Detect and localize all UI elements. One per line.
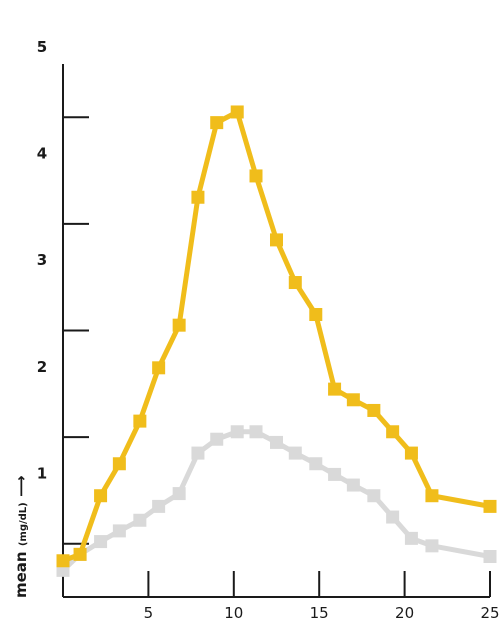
- data-point: [425, 539, 439, 553]
- y-axis-label-unit: (mg/dL): [18, 502, 29, 546]
- data-point: [346, 478, 360, 492]
- data-point: [249, 425, 263, 439]
- y-tick-label: 5: [37, 38, 47, 56]
- y-tick-label: 4: [37, 145, 47, 163]
- ticks: 5 10 15 20 25 1 2 3 4 5: [37, 38, 500, 621]
- x-tick-label: 10: [224, 604, 243, 621]
- data-point: [112, 524, 126, 538]
- data-point: [94, 489, 108, 503]
- data-point: [483, 499, 497, 513]
- data-point: [367, 489, 381, 503]
- data-point: [133, 513, 147, 527]
- x-tick-label: 5: [144, 604, 154, 621]
- data-point: [270, 435, 283, 449]
- data-point: [404, 446, 418, 460]
- y-tick-label: 3: [37, 251, 47, 269]
- series-layer: [56, 105, 497, 577]
- data-point: [152, 361, 166, 375]
- y-axis-label: mean (mg/dL) ⟶: [12, 476, 30, 599]
- y-tick-label: 2: [37, 358, 47, 376]
- x-tick-label: 15: [310, 604, 329, 621]
- y-axis-label-text: mean: [12, 551, 30, 598]
- data-point: [309, 308, 323, 322]
- data-point: [56, 554, 70, 568]
- data-point: [249, 169, 263, 183]
- data-point: [172, 487, 186, 501]
- data-point: [152, 499, 166, 513]
- data-point: [288, 276, 302, 290]
- data-point: [133, 414, 147, 428]
- data-point: [328, 467, 342, 481]
- data-point: [367, 403, 381, 417]
- x-tick-label: 25: [480, 604, 499, 621]
- data-point: [346, 393, 360, 407]
- data-point: [309, 457, 323, 471]
- series-0: [56, 105, 497, 568]
- y-axis-label-arrow: ⟶: [12, 476, 30, 498]
- data-point: [112, 457, 126, 471]
- data-point: [425, 489, 439, 503]
- data-point: [483, 549, 497, 563]
- x-tick-label: 20: [395, 604, 414, 621]
- data-point: [230, 425, 244, 439]
- data-point: [230, 105, 244, 119]
- data-point: [210, 116, 224, 130]
- data-point: [288, 446, 302, 460]
- data-point: [404, 531, 418, 545]
- data-point: [73, 547, 87, 561]
- data-point: [191, 446, 205, 460]
- data-point: [172, 318, 186, 332]
- data-point: [270, 233, 283, 247]
- axes: [62, 64, 490, 598]
- data-point: [210, 432, 224, 446]
- data-point: [328, 382, 342, 396]
- data-point: [94, 535, 108, 549]
- data-point: [386, 425, 400, 439]
- y-tick-label: 1: [37, 464, 47, 482]
- data-point: [191, 190, 205, 204]
- data-point: [386, 510, 400, 524]
